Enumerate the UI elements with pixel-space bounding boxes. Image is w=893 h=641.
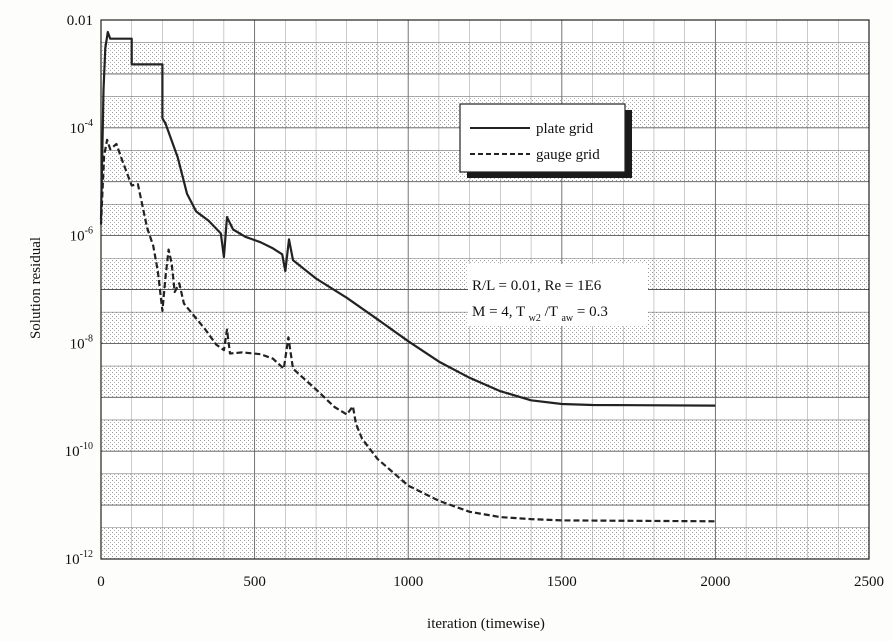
x-tick-label: 0 [97, 574, 105, 590]
band-decade [101, 419, 869, 452]
x-tick-label: 2500 [854, 574, 884, 590]
band-decade [101, 366, 869, 398]
y-tick-exponent: -12 [80, 549, 93, 560]
parameter-annotation: R/L = 0.01, Re = 1E6 M = 4, T w2 /T aw =… [468, 264, 648, 326]
legend-box [459, 103, 626, 173]
grid-lines [101, 19, 869, 560]
x-axis-title: iteration (timewise) [427, 616, 545, 632]
band-decade [101, 473, 869, 506]
annotation-line-2-suffix: = 0.3 [577, 304, 608, 320]
x-tick-label: 1000 [393, 574, 423, 590]
series-layer [99, 30, 716, 523]
y-tick-exponent: -8 [85, 333, 93, 344]
x-tick-labels: 0 500 1000 1500 2000 2500 [97, 574, 884, 590]
band-decade [101, 42, 869, 74]
y-tick-label: 10-4 [70, 118, 93, 137]
y-tick-base: 10 [70, 336, 85, 352]
legend-label-gauge-grid: gauge grid [536, 147, 600, 163]
annotation-line-1: R/L = 0.01, Re = 1E6 [472, 278, 602, 294]
y-tick-base: 10 [65, 552, 80, 568]
y-tick-label: 10-8 [70, 333, 93, 352]
y-tick-base: 10 [70, 229, 85, 245]
y-tick-base: 10 [65, 444, 80, 460]
band-decade [101, 527, 869, 559]
x-tick-label: 500 [243, 574, 266, 590]
y-tick-exponent: -4 [85, 118, 93, 129]
y-tick-base: 10 [70, 121, 85, 137]
y-axis-title: Solution residual [28, 237, 44, 339]
legend: plate grid gauge grid [459, 103, 632, 178]
legend-label-plate-grid: plate grid [536, 121, 594, 137]
annotation-line-2-mid: /T [545, 304, 558, 320]
y-tick-label: 10-6 [70, 226, 93, 245]
y-tick-label: 0.01 [67, 13, 93, 29]
band-decade [101, 204, 869, 236]
y-tick-label: 10-10 [65, 441, 93, 460]
series-line-plate-grid [99, 30, 716, 407]
annotation-background [468, 264, 648, 326]
y-tick-label: 10-12 [65, 549, 93, 568]
y-tick-exponent: -10 [80, 441, 93, 452]
annotation-sub-w2: w2 [529, 313, 541, 324]
x-tick-label: 1500 [547, 574, 577, 590]
annotation-line-2: M = 4, T w2 /T aw = 0.3 [472, 304, 608, 325]
annotation-line-2-prefix: M = 4, T [472, 304, 525, 320]
annotation-sub-aw: aw [561, 313, 573, 324]
y-tick-exponent: -6 [85, 226, 93, 237]
plot-frame [100, 19, 870, 560]
x-tick-label: 2000 [700, 574, 730, 590]
series-line-gauge-grid [99, 138, 716, 523]
